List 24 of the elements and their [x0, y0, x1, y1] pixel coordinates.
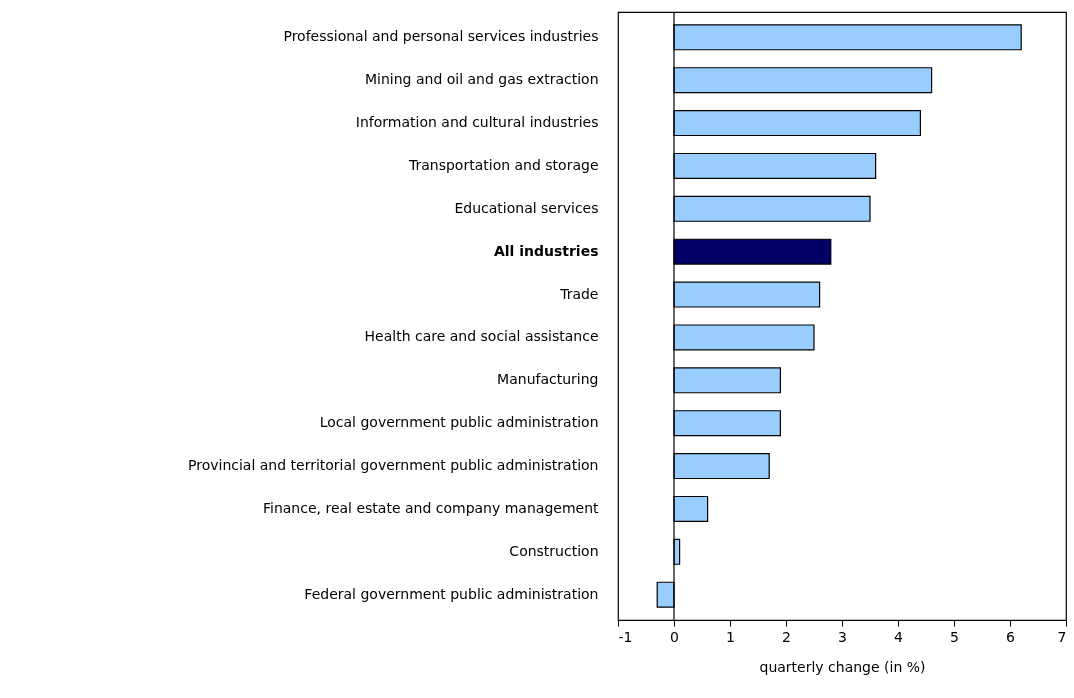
- y-tick-label: Manufacturing: [497, 371, 599, 388]
- x-tick-label: 4: [894, 628, 904, 645]
- x-tick-label: 7: [1057, 628, 1067, 645]
- y-tick-label: Transportation and storage: [407, 156, 599, 173]
- y-tick-label: Finance, real estate and company management: [262, 499, 600, 516]
- y-tick-label: Mining and oil and gas extraction: [364, 71, 599, 88]
- y-tick-label: Educational services: [454, 199, 599, 216]
- x-tick-label: 6: [1006, 628, 1016, 645]
- x-tick-label: 2: [782, 628, 791, 645]
- x-tick-label: 5: [950, 628, 959, 645]
- x-tick-label: 1: [726, 628, 735, 645]
- x-tick-label: 3: [838, 628, 847, 645]
- y-tick-label: All industries: [493, 242, 599, 259]
- y-tick-label: Trade: [559, 285, 599, 302]
- y-tick-label: Local government public administration: [319, 414, 599, 431]
- x-axis-title: quarterly change (in %): [759, 658, 926, 675]
- y-tick-label: Health care and social assistance: [364, 328, 599, 345]
- y-tick-label: Professional and personal services industries: [283, 28, 599, 45]
- x-tick-label: -1: [618, 628, 633, 645]
- y-tick-label: Construction: [509, 542, 599, 559]
- y-tick-label: Federal government public administration: [304, 585, 599, 602]
- y-tick-label: Provincial and territorial government public administration: [188, 457, 599, 474]
- x-tick-label: 0: [670, 628, 679, 645]
- y-tick-label: Information and cultural industries: [355, 114, 599, 131]
